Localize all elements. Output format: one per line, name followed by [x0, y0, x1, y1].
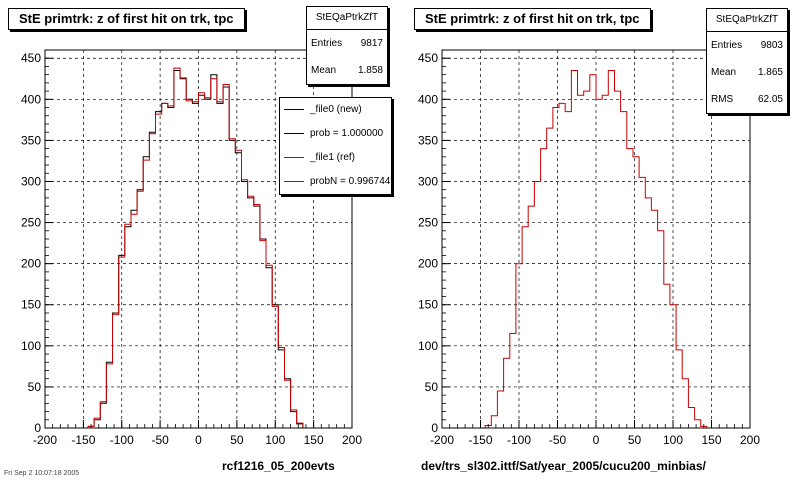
stats-label: Mean: [711, 67, 737, 78]
y-tick-label: 100: [21, 339, 41, 353]
panel2-stats-mean: Mean 1.865: [707, 59, 787, 86]
y-tick-label: 0: [431, 421, 438, 435]
legend-label: prob = 1.000000: [310, 128, 384, 139]
panel2-title-text: StE primtrk: z of first hit on trk, tpc: [425, 11, 640, 26]
panel1-x-caption: rcf1216_05_200evts: [222, 459, 335, 473]
stats-value: 1.858: [357, 65, 383, 76]
y-tick-label: 300: [418, 174, 438, 188]
panel1-stats-box: StEQaPtrkZfT Entries 9817 Mean 1.858: [306, 6, 388, 85]
y-tick-label: 300: [21, 174, 41, 188]
y-tick-label: 350: [418, 133, 438, 147]
panel1-stats-name: StEQaPtrkZfT: [307, 7, 387, 30]
x-tick-label: 150: [304, 433, 324, 447]
x-tick-label: -50: [549, 433, 567, 447]
panel2-title: StE primtrk: z of first hit on trk, tpc: [414, 8, 651, 30]
legend-swatch: [284, 157, 304, 158]
legend-label: _file0 (new): [310, 104, 362, 115]
x-tick-label: 100: [265, 433, 285, 447]
stats-label: Entries: [711, 40, 743, 51]
x-tick-label: 200: [740, 433, 760, 447]
legend-label: probN = 0.996744: [310, 176, 391, 187]
x-tick-label: 200: [342, 433, 362, 447]
legend-entry: _file0 (new): [280, 98, 391, 122]
x-tick-label: 0: [195, 433, 202, 447]
x-tick-label: 50: [628, 433, 642, 447]
x-tick-label: -150: [71, 433, 95, 447]
y-tick-label: 400: [21, 92, 41, 106]
date-stamp: Fri Sep 2 10:07:18 2005: [4, 470, 80, 477]
x-tick-label: -200: [33, 433, 57, 447]
x-tick-label: 0: [593, 433, 600, 447]
stats-value: 62.05: [757, 94, 783, 105]
y-tick-label: 350: [21, 133, 41, 147]
stats-value: 9817: [360, 38, 383, 49]
stats-label: Mean: [311, 65, 337, 76]
legend-entry: probN = 0.996744: [280, 170, 391, 194]
y-tick-label: 250: [21, 216, 41, 230]
y-tick-label: 150: [418, 298, 438, 312]
panel1-title: StE primtrk: z of first hit on trk, tpc: [8, 8, 245, 30]
panel2-x-caption: dev/trs_sl302.ittf/Sat/year_2005/cucu200…: [421, 459, 706, 473]
y-tick-label: 100: [418, 339, 438, 353]
legend-label: _file1 (ref): [310, 152, 356, 163]
stats-value: 1.865: [757, 67, 783, 78]
stats-label: RMS: [711, 94, 734, 105]
panel2-stats-entries: Entries 9803: [707, 32, 787, 59]
y-tick-label: 450: [21, 51, 41, 65]
legend-entry: _file1 (ref): [280, 146, 391, 170]
panel1-stats-entries: Entries 9817: [307, 30, 387, 57]
x-tick-label: -150: [468, 433, 492, 447]
y-tick-label: 200: [21, 257, 41, 271]
y-tick-label: 200: [418, 257, 438, 271]
legend-swatch: [284, 109, 304, 110]
histogram-series-line: [442, 70, 750, 429]
y-tick-label: 250: [418, 216, 438, 230]
x-tick-label: 150: [701, 433, 721, 447]
panel1-title-text: StE primtrk: z of first hit on trk, tpc: [19, 11, 234, 26]
y-tick-label: 450: [418, 51, 438, 65]
stats-value: 9803: [760, 40, 783, 51]
x-tick-label: 50: [230, 433, 244, 447]
panel2-stats-name: StEQaPtrkZfT: [707, 9, 787, 32]
stats-label: Entries: [311, 38, 343, 49]
panel2-stats-rms: RMS 62.05: [707, 86, 787, 113]
legend-swatch: [284, 133, 304, 134]
legend-entry: prob = 1.000000: [280, 122, 391, 146]
y-tick-label: 50: [28, 380, 42, 394]
x-tick-label: -200: [430, 433, 454, 447]
panel1-legend: _file0 (new) prob = 1.000000 _file1 (ref…: [279, 97, 392, 195]
x-tick-label: -50: [151, 433, 169, 447]
y-tick-label: 400: [418, 92, 438, 106]
y-tick-label: 0: [34, 421, 41, 435]
x-tick-label: 100: [663, 433, 683, 447]
y-tick-label: 150: [21, 298, 41, 312]
panel2-stats-box: StEQaPtrkZfT Entries 9803 Mean 1.865 RMS…: [706, 8, 788, 114]
y-tick-label: 50: [425, 380, 439, 394]
x-tick-label: -100: [507, 433, 531, 447]
x-tick-label: -100: [110, 433, 134, 447]
panel1-stats-mean: Mean 1.858: [307, 57, 387, 84]
legend-swatch: [284, 181, 304, 182]
histogram-series-line: [45, 67, 352, 429]
